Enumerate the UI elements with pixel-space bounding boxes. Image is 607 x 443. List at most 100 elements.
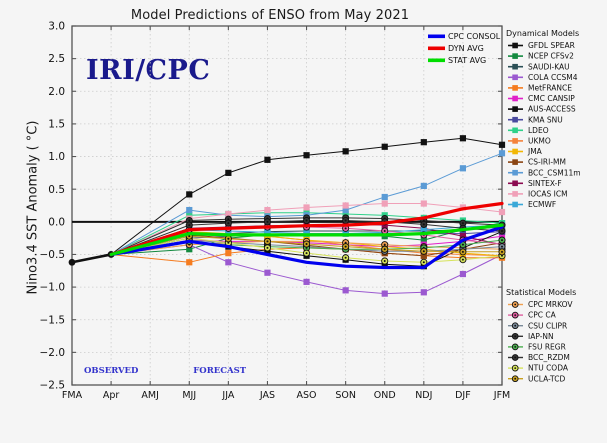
series-gfdl-spear <box>110 135 506 255</box>
legend-label: NCEP CFSv2 <box>528 52 574 61</box>
x-tick-label: MJJ <box>182 390 196 401</box>
legend-label: IAP-NN <box>528 332 554 341</box>
legend-label: UKMO <box>528 137 551 146</box>
x-tick-label: FMA <box>62 390 83 401</box>
legend-label: LDEO <box>528 126 549 135</box>
legend-item-ntu-coda[interactable]: NTU CODA <box>508 364 569 373</box>
x-tick-label: Apr <box>103 390 120 401</box>
legend-item-iap-nn[interactable]: IAP-NN <box>508 332 554 341</box>
forecast-annotation: FORECAST <box>193 366 246 376</box>
consolidation-lines <box>109 201 504 270</box>
series-cpc-consol <box>109 225 504 270</box>
y-tick-label: −1.5 <box>40 314 66 326</box>
legend-label: STAT AVG <box>448 56 486 65</box>
legend-consolidation: CPC CONSOL DYN AVG STAT AVG <box>428 32 501 65</box>
legend-item-ucla-tcd[interactable]: UCLA-TCD <box>508 374 565 383</box>
legend-label: CS-IRI-MM <box>528 158 566 167</box>
legend-item-bcc-csm11m[interactable]: BCC_CSM11m <box>508 168 581 177</box>
legend-item-iocas-icm[interactable]: IOCAS ICM <box>508 190 568 199</box>
y-tick-labels: 3.0 2.5 2.0 1.5 1.0 0.5 0.0 −0.5 −1.0 −1.5 −2.0 −2.… <box>40 21 66 392</box>
legend-label: SAUDI-KAU <box>528 62 570 71</box>
legend-label: CPC CONSOL <box>448 32 501 41</box>
y-tick-label: 1.5 <box>48 119 65 131</box>
chart-title: Model Predictions of ENSO from May 2021 <box>130 8 410 23</box>
legend-label: KMA SNU <box>528 115 563 124</box>
legend-item-cs-iri-mm[interactable]: CS-IRI-MM <box>508 158 566 167</box>
x-tick-label: ASO <box>297 390 317 401</box>
observed-annotation: OBSERVED <box>84 366 139 376</box>
legend-dynamical-models: Dynamical Models GFDL SPEAR NCEP CFSv2SAUD… <box>506 29 581 209</box>
series-lines <box>110 135 506 297</box>
axes <box>71 25 503 386</box>
legend-item-ncep-cfsv2[interactable]: NCEP CFSv2 <box>508 52 574 61</box>
legend-label: CPC CA <box>528 311 557 320</box>
series-dyn-avg <box>109 201 504 257</box>
legend-heading: Dynamical Models <box>506 29 579 38</box>
legend-item-bcc-rzdm[interactable]: BCC_RZDM <box>508 353 570 362</box>
y-tick-label: 1.0 <box>48 151 65 163</box>
y-tick-label: 0.0 <box>48 216 65 228</box>
y-tick-label: −2.5 <box>40 380 66 392</box>
y-tick-label: −1.0 <box>40 282 66 294</box>
legend-item-ldeo[interactable]: LDEO <box>508 126 549 135</box>
phase-annotations: OBSERVED FORECAST <box>84 366 247 376</box>
legend-item-csu-clipr[interactable]: CSU CLIPR <box>508 321 567 330</box>
legend-item-ecmwf[interactable]: ECMWF <box>508 200 556 209</box>
legend-label: CSU CLIPR <box>528 321 567 330</box>
x-tick-label: NDJ <box>415 390 432 401</box>
legend-item-kma-snu[interactable]: KMA SNU <box>508 115 563 124</box>
legend-item-cmc-cansip[interactable]: CMC CANSIP <box>508 94 575 103</box>
y-tick-label: 2.5 <box>48 53 65 65</box>
legend-item-sintex-f[interactable]: SINTEX-F <box>508 179 562 188</box>
legend-label: NTU CODA <box>528 364 569 373</box>
observed-series <box>68 251 115 266</box>
legend-label: CPC MRKOV <box>528 300 573 309</box>
x-tick-label: JFM <box>493 390 510 401</box>
legend-item-saudi-kau[interactable]: SAUDI-KAU <box>508 62 570 71</box>
x-tick-label: OND <box>374 390 396 401</box>
x-tick-label: SON <box>335 390 356 401</box>
legend-label: JMA <box>527 147 543 156</box>
legend-item-stat-avg[interactable]: STAT AVG <box>428 56 486 65</box>
legend-item-ukmo[interactable]: UKMO <box>508 137 551 146</box>
y-tick-label: 0.5 <box>48 184 65 196</box>
series-ucla-tcd <box>110 232 506 256</box>
legend-label: MetFRANCE <box>528 84 572 93</box>
observed-line <box>68 251 115 266</box>
legend-label: ECMWF <box>528 200 556 209</box>
legend-label: UCLA-TCD <box>528 374 565 383</box>
y-tick-label: −0.5 <box>40 249 66 261</box>
legend-label: BCC_CSM11m <box>528 168 581 177</box>
legend-item-cola-ccsm4[interactable]: COLA CCSM4 <box>508 73 578 82</box>
legend-item-gfdl-spear[interactable]: GFDL SPEAR <box>508 41 575 50</box>
x-tick-label: AMJ <box>141 390 159 401</box>
x-tick-label: JAS <box>259 390 275 401</box>
legend-item-aus-access[interactable]: AUS-ACCESS <box>508 105 576 114</box>
legend-label: FSU REGR <box>528 343 566 352</box>
legend-item-metfrance[interactable]: MetFRANCE <box>508 84 572 93</box>
legend-label: IOCAS ICM <box>528 190 568 199</box>
gridlines <box>71 25 503 386</box>
legend-item-fsu-regr[interactable]: FSU REGR <box>508 343 566 352</box>
legend-label: SINTEX-F <box>528 179 562 188</box>
legend-label: COLA CCSM4 <box>528 73 578 82</box>
legend-item-jma[interactable]: JMA <box>508 147 543 156</box>
series-bcc-rzdm <box>110 216 506 255</box>
legend-label: CMC CANSIP <box>528 94 575 103</box>
x-tick-label: JJA <box>221 390 234 401</box>
x-tick-labels: FMA Apr AMJ MJJ JJA JAS ASO SON OND NDJ DJF JFM <box>62 390 510 401</box>
legend-item-cpc-ca[interactable]: CPC CA <box>508 311 557 320</box>
series-cola-ccsm4 <box>110 241 506 297</box>
legend-label: AUS-ACCESS <box>528 105 576 114</box>
legend-item-cpc-mrkov[interactable]: CPC MRKOV <box>508 300 573 309</box>
y-tick-label: 2.0 <box>48 86 65 98</box>
legend-label: GFDL SPEAR <box>528 41 575 50</box>
series-stat-avg <box>109 223 504 257</box>
legend-item-dyn-avg[interactable]: DYN AVG <box>428 44 484 53</box>
x-tick-label: DJF <box>455 390 471 401</box>
legend-label: BCC_RZDM <box>528 353 570 362</box>
legend-item-cpc-consol[interactable]: CPC CONSOL <box>428 32 501 41</box>
